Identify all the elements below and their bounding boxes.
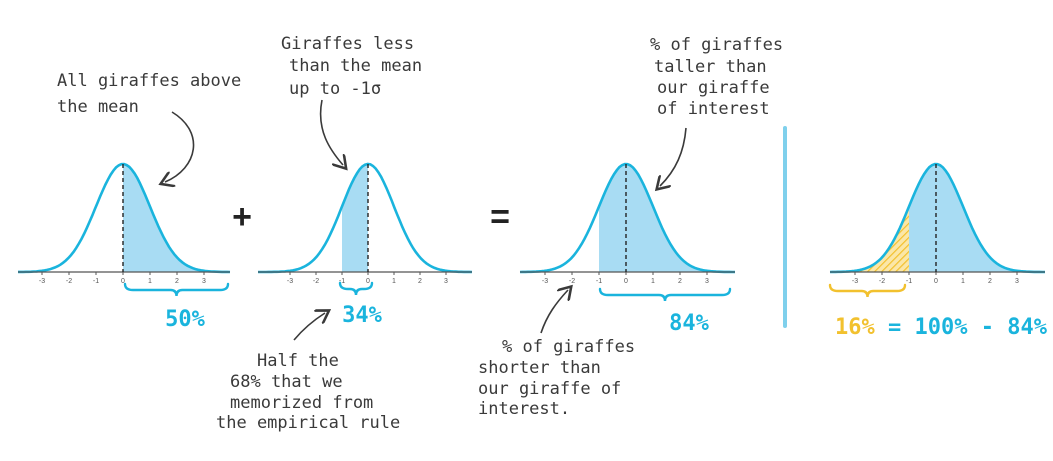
annotation-half-line-3: memorized from: [230, 393, 373, 413]
panel-2-percent: 34%: [342, 303, 382, 328]
tick-label: -1: [93, 278, 99, 285]
annotation-above-mean: All giraffes above the mean: [57, 71, 251, 117]
tick-label: -3: [542, 278, 548, 285]
annotation-taller-line-2: taller than: [654, 57, 767, 77]
annotation-taller-line-3: our giraffe: [657, 78, 770, 98]
annotation-half-arrow: [293, 313, 325, 341]
tick-label: -3: [287, 278, 293, 285]
annotation-above-mean-line-2: the mean: [57, 97, 139, 117]
tick-label: 2: [678, 278, 682, 285]
tick-label: 0: [934, 278, 938, 285]
annotation-shorter: % of giraffes shorter than our giraffe o…: [478, 337, 645, 419]
panel-4-hatch: [855, 206, 909, 272]
annotation-half-line-2: 68% that we: [230, 372, 343, 392]
panel-1-curve: [18, 162, 231, 274]
tick-label: 0: [366, 278, 370, 285]
panel-1-brace: [123, 282, 230, 297]
panel-3-ticks: -3 -2 -1 0 1 2 3: [542, 272, 709, 285]
annotation-less-than-mean-line-2: than the mean: [289, 56, 422, 76]
panel-1-ticks: -3 -2 -1 0 1 2 3: [39, 272, 206, 285]
tick-label: -2: [66, 278, 72, 285]
equation-yellow-part: 16%: [835, 315, 875, 340]
annotation-taller-line-4: of interest: [657, 99, 770, 119]
panel-1-shade: [123, 164, 204, 272]
annotation-half: Half the 68% that we memorized from the …: [216, 351, 400, 433]
panel-2-brace: [338, 281, 374, 296]
panel-3-brace: [598, 287, 732, 302]
tick-label: -2: [569, 278, 575, 285]
tick-label: 1: [651, 278, 655, 285]
tick-label: -3: [852, 278, 858, 285]
tick-label: 0: [121, 278, 125, 285]
panel-4-ticks: -3 -2 -1 0 1 2 3: [852, 272, 1019, 285]
tick-label: -3: [39, 278, 45, 285]
panel-3: -3 -2 -1 0 1 2 3 84%: [519, 162, 735, 336]
equals-sign: =: [490, 198, 510, 236]
annotation-half-line-1: Half the: [257, 351, 339, 371]
annotation-taller-arrow: [660, 127, 687, 186]
panel-4-brace: [828, 283, 907, 298]
annotation-shorter-line-1: % of giraffes: [502, 337, 635, 357]
tick-label: 2: [418, 278, 422, 285]
annotation-less-than-mean-line-1: Giraffes less: [281, 34, 414, 54]
tick-label: -1: [339, 278, 345, 285]
panel-3-percent: 84%: [669, 311, 709, 336]
tick-label: 2: [175, 278, 179, 285]
annotation-less-than-mean-line-3: up to -1σ: [289, 79, 381, 99]
tick-label: 1: [392, 278, 396, 285]
panel-3-shade: [599, 164, 707, 272]
panel-4-shade: [909, 164, 1017, 272]
tick-label: 3: [705, 278, 709, 285]
annotation-above-mean-arrow: [165, 111, 195, 182]
annotation-above-mean-line-1: All giraffes above: [57, 71, 241, 91]
panel-4-curve: [829, 162, 1045, 274]
annotation-shorter-arrow: [540, 290, 568, 334]
panel-3-curve: [519, 162, 735, 274]
annotation-shorter-line-4: interest.: [478, 399, 570, 419]
equation-rest: = 100% - 84%: [875, 315, 1048, 340]
tick-label: -1: [906, 278, 912, 285]
panel-1: -3 -2 -1 0 1 2 3 50%: [18, 162, 231, 332]
panel-2-shade: [342, 164, 368, 272]
tick-label: 3: [444, 278, 448, 285]
panel-1-percent: 50%: [165, 307, 205, 332]
annotation-taller: % of giraffes taller than our giraffe of…: [650, 35, 793, 119]
annotation-taller-line-1: % of giraffes: [650, 35, 783, 55]
tick-label: 1: [961, 278, 965, 285]
annotation-shorter-line-2: shorter than: [478, 358, 601, 378]
tick-label: -1: [596, 278, 602, 285]
annotation-half-line-4: the empirical rule: [216, 413, 400, 433]
complement-equation: 16% = 100% - 84%: [835, 315, 1048, 340]
annotation-less-than-mean-arrow: [319, 99, 343, 165]
annotation-shorter-line-3: our giraffe of: [478, 379, 621, 399]
tick-label: 0: [624, 278, 628, 285]
tick-label: 3: [202, 278, 206, 285]
panel-2: -3 -2 -1 0 1 2 3 34%: [258, 162, 473, 328]
panel-2-ticks: -3 -2 -1 0 1 2 3: [287, 272, 448, 285]
tick-label: 1: [148, 278, 152, 285]
panel-2-curve: [258, 162, 473, 274]
plus-sign: +: [232, 198, 252, 236]
tick-label: 3: [1015, 278, 1019, 285]
annotation-less-than-mean: Giraffes less than the mean up to -1σ: [281, 34, 432, 99]
tick-label: 2: [988, 278, 992, 285]
panel-4: -3 -2 -1 0 1 2 3: [828, 162, 1045, 298]
tick-label: -2: [313, 278, 319, 285]
tick-label: -2: [879, 278, 885, 285]
